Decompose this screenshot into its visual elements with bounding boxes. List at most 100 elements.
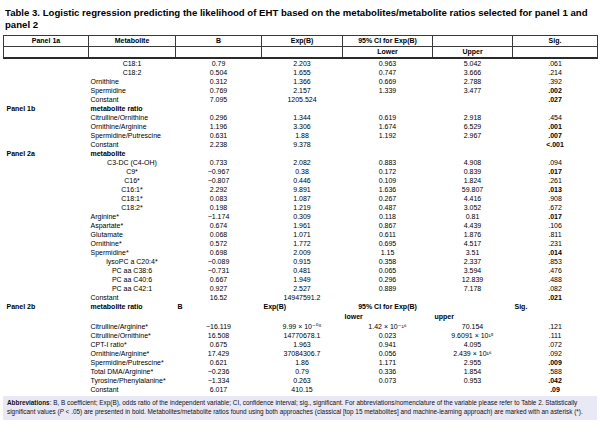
cell-sig: Sig. [513,302,598,312]
cell-sig: .007 [513,131,598,140]
table-row: Spermidine0.7692.1571.3393.477.002 [4,86,598,95]
cell-upper: 12.839 [433,275,513,284]
cell-panel [4,230,89,239]
midheader-row: Panel 2bmetabolite ratioBExp(B)95% CI fo… [4,302,598,312]
cell-exp-b: 1.963 [262,340,343,349]
cell-panel [4,376,89,385]
cell-sig: .002 [513,86,598,95]
cell-b: −16.119 [176,322,262,331]
cell-panel: Panel 2b [4,302,89,312]
cell-upper: 2.439 × 10¹⁶ [433,349,513,358]
cell-upper: 2.967 [433,131,513,140]
cell-upper: 3.594 [433,266,513,275]
cell-lower: 0.073 [343,376,433,385]
cell-b: 0.675 [176,340,262,349]
cell-panel [4,185,89,194]
cell-upper: 6.529 [433,122,513,131]
cell-metabolite: Constant [89,385,176,394]
cell-upper [433,95,513,104]
table-row: Citrulline/Arginine*−16.1199.99 × 10⁻⁰⁸1… [4,322,598,331]
cell-exp-b: 2.203 [262,58,343,68]
cell-upper: upper [433,312,513,322]
table-header: Panel 1a Metabolite B Exp(B) 95% CI for … [4,36,598,59]
cell-b: 6.017 [176,385,262,394]
header-ci: 95% CI for Exp(B) [343,36,433,47]
cell-metabolite: CPT-I ratio* [89,340,176,349]
cell-panel [4,239,89,248]
cell-panel [4,131,89,140]
cell-sig: .021 [513,293,598,302]
cell-lower: 1.192 [343,131,433,140]
cell-b: −1.334 [176,376,262,385]
cell-exp-b: 9.891 [262,185,343,194]
cell-panel [4,385,89,394]
cell-exp-b: 1205.524 [262,95,343,104]
cell-lower: 0.941 [343,340,433,349]
cell-sig [513,104,598,113]
cell-lower [343,149,433,158]
cell-exp-b: 1.772 [262,239,343,248]
cell-metabolite: Total DMA/Arginine* [89,367,176,376]
cell-lower: 0.118 [343,212,433,221]
cell-exp-b: 0.915 [262,257,343,266]
header-empty [89,47,176,59]
cell-upper: 0.953 [433,376,513,385]
cell-b: 0.083 [176,194,262,203]
cell-panel [4,340,89,349]
cell-exp-b: Exp(B) [262,302,343,312]
cell-exp-b: 2.009 [262,248,343,257]
cell-lower: 0.358 [343,257,433,266]
cell-b: −0.807 [176,176,262,185]
cell-exp-b: 9.99 × 10⁻⁰⁸ [262,322,343,331]
cell-lower [343,293,433,302]
cell-b: 0.068 [176,230,262,239]
cell-metabolite: C18:2* [89,203,176,212]
cell-sig: .061 [513,58,598,68]
cell-lower: 0.296 [343,275,433,284]
cell-b: 0.312 [176,77,262,86]
cell-exp-b: 1.219 [262,203,343,212]
cell-b: 2.238 [176,140,262,149]
cell-panel [4,257,89,266]
cell-b: 0.667 [176,275,262,284]
table-row: Citrulline/Ornithine*16.50814770678.10.0… [4,331,598,340]
table-row: Tyrosine/Phenylalanine*−1.3340.2630.0730… [4,376,598,385]
cell-panel [4,212,89,221]
table-row: C18:1*0.0831.0870.2674.416.908 [4,194,598,203]
cell-sig: .094 [513,158,598,167]
table-row: Constant2.2389.378<.001 [4,140,598,149]
cell-b: −1.174 [176,212,262,221]
cell-lower [343,140,433,149]
cell-upper: 5.042 [433,58,513,68]
header-empty [433,36,513,47]
cell-upper: 70.154 [433,322,513,331]
cell-sig: .09 [513,385,598,394]
header-metabolite: Metabolite [89,36,176,47]
cell-b: 0.504 [176,68,262,77]
table-row: Ornithine/Arginine*17.42937084306.70.056… [4,349,598,358]
cell-sig: .214 [513,68,598,77]
table-row: PC aa C38:6−0.7310.4810.0653.594.476 [4,266,598,275]
table-row: Ornithine0.3121.3660.6692.788.392 [4,77,598,86]
cell-exp-b: 0.309 [262,212,343,221]
cell-b: −0.967 [176,167,262,176]
header-row-2: Lower Upper [4,47,598,59]
cell-sig: .121 [513,322,598,331]
cell-exp-b: 1.344 [262,113,343,122]
cell-metabolite: Spermidine/Putrescine [89,131,176,140]
cell-panel: Panel 1b [4,104,89,113]
table-title: Table 3. Logistic regression predicting … [0,0,596,34]
table-row: lysoPC a C20:4*−0.0890.9150.3582.337.853 [4,257,598,266]
cell-panel [4,86,89,95]
cell-b [176,149,262,158]
cell-panel [4,158,89,167]
cell-metabolite: Citrulline/Ornithine* [89,331,176,340]
cell-upper [433,104,513,113]
cell-upper: 3.666 [433,68,513,77]
cell-sig [513,149,598,158]
cell-exp-b: 1.949 [262,275,343,284]
cell-metabolite: C3-DC (C4-OH) [89,158,176,167]
cell-upper [433,385,513,394]
cell-lower: 1.42 × 10⁻¹⁶ [343,322,433,331]
table-row: Arginine*−1.1740.3090.1180.81.017 [4,212,598,221]
